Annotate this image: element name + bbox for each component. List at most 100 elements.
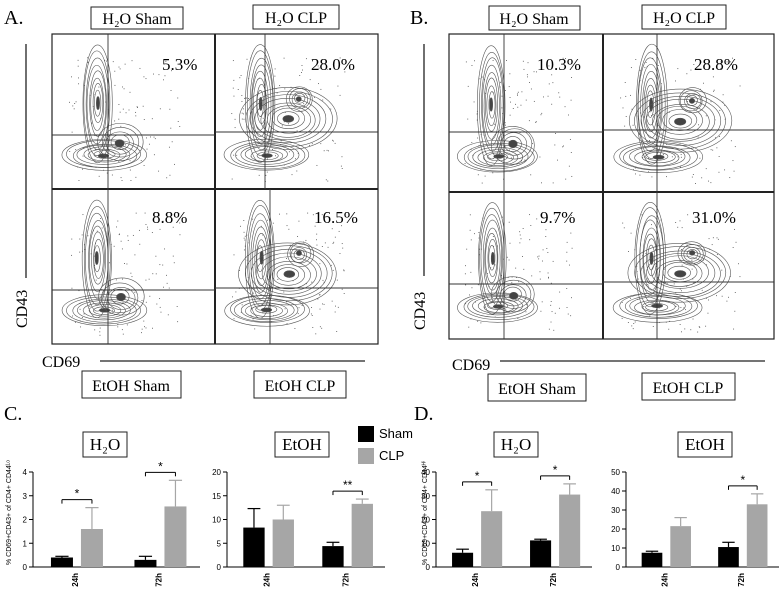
- event-dot: [639, 69, 641, 71]
- contour-ring: [681, 244, 704, 264]
- event-dot: [675, 292, 677, 294]
- contour-ring: [477, 298, 519, 314]
- event-dot: [232, 87, 234, 89]
- event-dot: [243, 237, 245, 239]
- event-dot: [290, 86, 292, 88]
- event-dot: [627, 322, 629, 323]
- contour-ring: [245, 302, 289, 319]
- event-dot: [509, 311, 511, 313]
- event-dot: [171, 141, 173, 143]
- event-dot: [720, 67, 722, 69]
- event-dot: [271, 291, 273, 293]
- contour-ring: [686, 95, 698, 106]
- y-tick-label: 0: [616, 563, 621, 572]
- event-dot: [636, 282, 638, 284]
- event-dot: [554, 144, 556, 146]
- event-dot: [481, 76, 483, 78]
- event-dot: [343, 293, 345, 294]
- event-dot: [630, 297, 631, 299]
- y-tick-label: 0: [217, 563, 222, 572]
- event-dot: [509, 114, 511, 116]
- contour-ring: [457, 140, 538, 173]
- contour-ring: [647, 244, 655, 271]
- y-tick-label: 50: [611, 468, 620, 477]
- bar-clp: [481, 511, 503, 567]
- event-dot: [528, 120, 530, 122]
- event-dot: [504, 90, 506, 92]
- event-dot: [665, 321, 667, 323]
- event-dot: [69, 151, 71, 152]
- event-dot: [484, 175, 486, 177]
- event-dot: [571, 175, 573, 177]
- event-dot: [719, 63, 721, 64]
- event-dot: [119, 148, 121, 150]
- event-dot: [474, 301, 476, 303]
- bar-chart-d-etoh: EtOH 0 10 20 30 40 50 24h 72h *: [611, 431, 779, 587]
- event-dot: [521, 255, 523, 257]
- event-dot: [547, 252, 549, 253]
- y-tick-label: 0: [426, 563, 431, 572]
- event-dot: [134, 254, 136, 256]
- event-dot: [659, 274, 660, 276]
- event-dot: [468, 326, 470, 328]
- x-tick-label: 24h: [660, 573, 669, 587]
- event-dot: [126, 324, 128, 326]
- event-dot: [77, 59, 79, 61]
- event-dot: [634, 249, 636, 251]
- event-dot: [635, 59, 637, 60]
- event-dot: [479, 78, 481, 80]
- event-dot: [99, 334, 101, 336]
- contour-ring: [637, 57, 663, 152]
- event-dot: [568, 165, 570, 167]
- event-dot: [470, 148, 472, 150]
- event-dot: [469, 229, 471, 231]
- event-dot: [570, 232, 572, 234]
- event-dot: [176, 306, 178, 307]
- event-dot: [547, 272, 549, 274]
- event-dot: [622, 107, 624, 109]
- event-dot: [279, 213, 280, 215]
- event-dot: [541, 301, 543, 303]
- event-dot: [491, 296, 493, 298]
- event-dot: [546, 217, 548, 218]
- event-dot: [711, 244, 713, 246]
- event-dot: [526, 74, 528, 76]
- contour-ring: [478, 202, 507, 315]
- contour-ring: [291, 91, 309, 108]
- event-dot: [483, 298, 484, 300]
- event-dot: [160, 311, 162, 313]
- event-dot: [171, 70, 172, 72]
- event-dot: [166, 274, 167, 276]
- event-dot: [502, 113, 504, 115]
- flow-panel-b: 10.3% 28.8% 9.7% 31.0% H₂O Sham H₂O CLP …: [412, 4, 775, 402]
- event-dot: [558, 92, 560, 94]
- event-dot: [551, 311, 553, 313]
- event-dot: [705, 325, 707, 327]
- event-dot: [122, 278, 123, 280]
- contour-ring: [271, 264, 306, 286]
- event-dot: [738, 263, 739, 265]
- contour-ring: [634, 246, 727, 299]
- event-dot: [120, 240, 122, 242]
- event-dot: [649, 315, 651, 317]
- event-dot: [158, 170, 160, 172]
- event-dot: [679, 220, 681, 222]
- event-dot: [728, 296, 729, 298]
- event-dot: [341, 288, 343, 290]
- event-dot: [118, 118, 120, 120]
- event-dot: [81, 317, 83, 318]
- event-dot: [121, 248, 123, 250]
- chart-title-box: [677, 431, 733, 458]
- event-dot: [145, 224, 147, 225]
- flow-b-label-etoh-sham: EtOH Sham: [498, 381, 576, 398]
- event-dot: [277, 278, 279, 280]
- event-dot: [551, 103, 553, 105]
- bar-chart-c-etoh: EtOH 0 5 10 15 20 24h 72h **: [212, 431, 385, 587]
- bar-sham: [322, 546, 344, 567]
- event-dot: [316, 164, 318, 166]
- event-dot: [87, 235, 89, 237]
- event-dot: [257, 127, 259, 129]
- event-dot: [524, 159, 526, 161]
- contour-ring: [256, 239, 267, 280]
- contour-ring: [486, 85, 497, 127]
